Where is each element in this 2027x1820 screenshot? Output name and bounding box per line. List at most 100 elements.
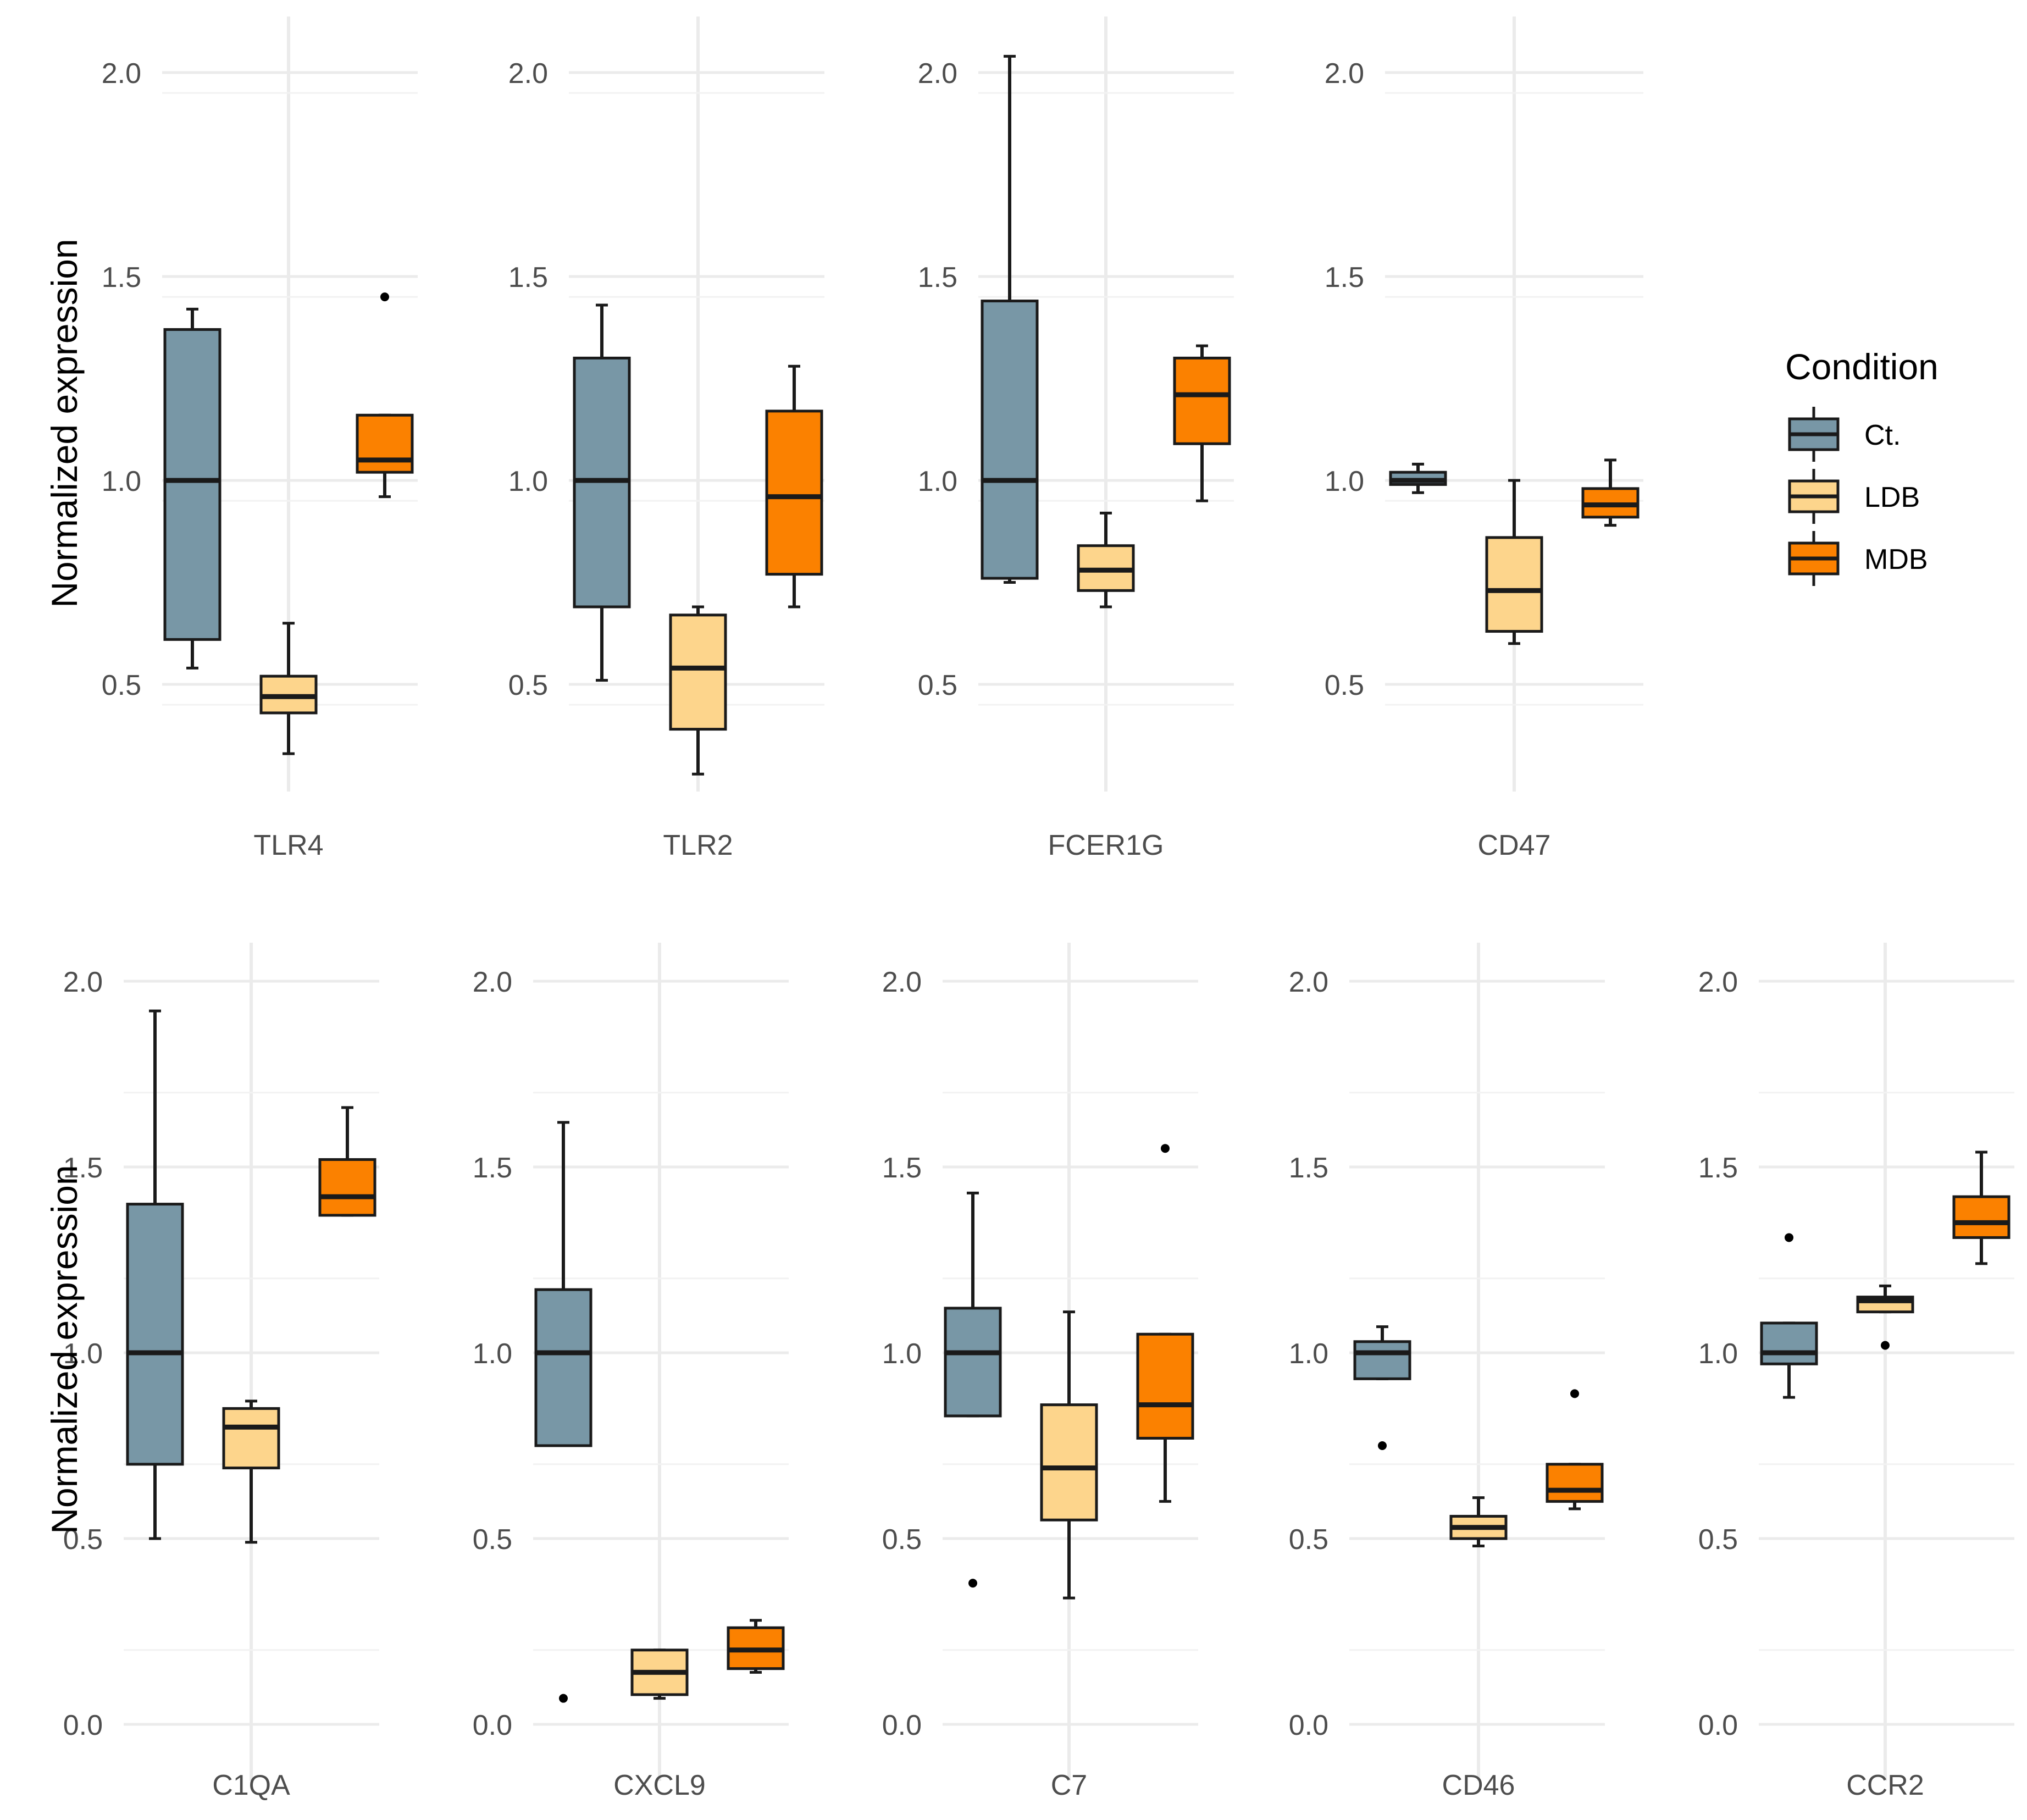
x-category-label: CCR2 (1846, 1769, 1924, 1801)
outlier-point (380, 292, 389, 302)
panel-ccr2: 0.0 0.5 1.0 1.5 2.0 CCR2 (1698, 943, 2014, 1801)
y-tick-label: 1.0 (63, 1338, 103, 1370)
box-ct-cd46 (1353, 1325, 1411, 1450)
x-category-label: C7 (1051, 1769, 1087, 1801)
box-mdb-tlr2 (765, 364, 823, 608)
legend-item-ldb: LDB (1788, 469, 1920, 524)
outlier-point (1161, 1144, 1170, 1153)
box-mdb-c1qa (318, 1106, 376, 1217)
box-ct-tlr2 (573, 303, 631, 682)
outlier-point (1570, 1389, 1579, 1398)
panel-tlr2: 0.5 1.0 1.5 2.0 TLR2 (508, 16, 824, 861)
box-ldb-cd47 (1485, 479, 1543, 645)
box-iqr (534, 1288, 592, 1447)
box-mdb-cd47 (1581, 458, 1640, 527)
box-mdb-ccr2 (1952, 1150, 2011, 1265)
y-tick-label: 1.5 (918, 262, 957, 294)
x-category-label: C1QA (212, 1769, 290, 1801)
box-ct-ccr2 (1760, 1233, 1818, 1399)
y-tick-label: 0.5 (63, 1524, 103, 1556)
y-tick-label: 2.0 (1325, 58, 1364, 90)
x-category-label: TLR4 (253, 829, 323, 861)
y-tick-label: 0.5 (473, 1524, 512, 1556)
x-category-label: TLR2 (663, 829, 733, 861)
y-tick-label: 0.5 (1289, 1524, 1328, 1556)
box-iqr (1952, 1195, 2011, 1239)
box-iqr (1353, 1340, 1411, 1380)
box-iqr (1040, 1403, 1098, 1522)
y-tick-label: 1.5 (102, 262, 141, 294)
y-tick-label: 1.0 (102, 466, 141, 497)
legend-item-label: MDB (1864, 544, 1928, 576)
y-tick-label: 1.5 (1698, 1152, 1738, 1184)
y-tick-label: 1.0 (508, 466, 548, 497)
box-iqr (981, 300, 1039, 580)
y-tick-label: 1.0 (1698, 1338, 1738, 1370)
box-ct-cxcl9 (534, 1121, 592, 1703)
y-tick-label: 1.5 (508, 262, 548, 294)
outlier-point (1881, 1341, 1890, 1350)
y-tick-label: 0.5 (508, 670, 548, 701)
box-iqr (1173, 356, 1231, 445)
box-iqr (1136, 1332, 1194, 1440)
box-ldb-cd46 (1449, 1496, 1508, 1548)
box-mdb-tlr4 (356, 292, 414, 499)
x-category-label: FCER1G (1048, 829, 1164, 861)
box-mdb-fcer1g (1173, 344, 1231, 502)
box-ldb-cxcl9 (630, 1648, 689, 1700)
box-ct-c7 (944, 1191, 1002, 1588)
y-tick-label: 1.5 (473, 1152, 512, 1184)
y-tick-label: 0.5 (1698, 1524, 1738, 1556)
box-ldb-ccr2 (1856, 1284, 1914, 1350)
y-tick-label: 0.0 (473, 1710, 512, 1741)
box-iqr (1546, 1463, 1604, 1503)
y-tick-label: 0.5 (918, 670, 957, 701)
y-tick-label: 0.0 (1289, 1710, 1328, 1741)
y-tick-label: 2.0 (1698, 966, 1738, 998)
y-tick-label: 0.5 (1325, 670, 1364, 701)
box-iqr (163, 328, 221, 641)
y-tick-label: 1.5 (1325, 262, 1364, 294)
y-tick-label: 2.0 (1289, 966, 1328, 998)
y-tick-label: 1.5 (882, 1152, 922, 1184)
legend: Condition Ct. LDB MDB (1785, 346, 1939, 586)
y-tick-label: 2.0 (508, 58, 548, 90)
panel-cd46: 0.0 0.5 1.0 1.5 2.0 CD46 (1289, 943, 1605, 1801)
outlier-point (968, 1579, 977, 1588)
legend-item-mdb: MDB (1788, 531, 1928, 586)
box-iqr (1485, 536, 1543, 633)
box-ldb-tlr4 (259, 622, 318, 755)
y-tick-label: 1.0 (1325, 466, 1364, 497)
x-category-label: CD47 (1478, 829, 1551, 861)
y-tick-label: 2.0 (102, 58, 141, 90)
panel-cd47: 0.5 1.0 1.5 2.0 CD47 (1325, 16, 1643, 861)
box-iqr (765, 410, 823, 576)
y-tick-label: 2.0 (63, 966, 103, 998)
y-tick-label: 2.0 (473, 966, 512, 998)
box-ct-c1qa (126, 1009, 184, 1540)
y-tick-label: 0.0 (63, 1710, 103, 1741)
box-ct-cd47 (1389, 462, 1447, 494)
box-ldb-c1qa (222, 1399, 280, 1544)
box-ldb-c7 (1040, 1310, 1098, 1600)
outlier-point (1378, 1441, 1387, 1450)
y-tick-label: 1.0 (473, 1338, 512, 1370)
box-iqr (318, 1158, 376, 1217)
legend-item-label: LDB (1864, 482, 1920, 513)
y-tick-label: 2.0 (918, 58, 957, 90)
y-tick-label: 1.0 (918, 466, 957, 497)
box-ct-tlr4 (163, 307, 221, 670)
y-tick-label: 2.0 (882, 966, 922, 998)
panel-fcer1g: 0.5 1.0 1.5 2.0 FCER1G (918, 16, 1234, 861)
panel-tlr4: 0.5 1.0 1.5 2.0 Normalized expression TLR4 (44, 16, 418, 861)
box-iqr (356, 413, 414, 474)
y-tick-label: 1.5 (1289, 1152, 1328, 1184)
y-tick-label: 0.5 (882, 1524, 922, 1556)
legend-title: Condition (1785, 346, 1939, 387)
y-tick-label: 1.5 (63, 1152, 103, 1184)
box-iqr (669, 613, 727, 731)
y-axis-title: Normalized expression (44, 239, 85, 607)
box-ct-fcer1g (981, 54, 1039, 584)
